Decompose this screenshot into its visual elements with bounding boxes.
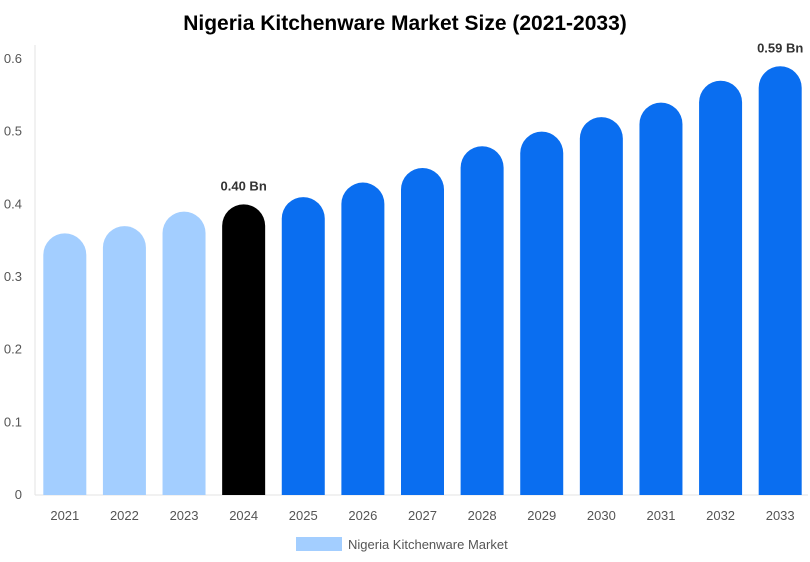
x-tick-label: 2021 bbox=[50, 508, 79, 523]
chart-title: Nigeria Kitchenware Market Size (2021-20… bbox=[183, 12, 627, 35]
x-tick-label: 2024 bbox=[229, 508, 258, 523]
y-tick-label: 0.2 bbox=[4, 342, 22, 357]
x-tick-label: 2033 bbox=[766, 508, 795, 523]
x-tick-label: 2029 bbox=[527, 508, 556, 523]
x-tick-label: 2025 bbox=[289, 508, 318, 523]
y-tick-label: 0.6 bbox=[4, 51, 22, 66]
y-tick-label: 0.4 bbox=[4, 196, 22, 211]
bar-2024 bbox=[222, 204, 266, 496]
x-tick-label: 2031 bbox=[647, 508, 676, 523]
bar-2025 bbox=[281, 197, 325, 496]
bar-2028 bbox=[460, 146, 504, 495]
x-tick-label: 2023 bbox=[170, 508, 199, 523]
x-tick-label: 2032 bbox=[706, 508, 735, 523]
y-axis-ticks: 0 0.1 0.2 0.3 0.4 0.5 0.6 bbox=[4, 51, 22, 502]
legend: Nigeria Kitchenware Market bbox=[296, 537, 508, 552]
bars bbox=[43, 66, 802, 496]
bar-2027 bbox=[401, 168, 444, 495]
bar-2033 bbox=[758, 66, 802, 495]
bar-2031 bbox=[639, 102, 683, 495]
x-tick-label: 2026 bbox=[348, 508, 377, 523]
legend-label: Nigeria Kitchenware Market bbox=[348, 537, 508, 552]
x-tick-label: 2028 bbox=[468, 508, 497, 523]
bar-2030 bbox=[579, 117, 623, 495]
data-label-2024: 0.40 Bn bbox=[221, 178, 267, 193]
bar-2026 bbox=[341, 182, 385, 496]
x-tick-label: 2022 bbox=[110, 508, 139, 523]
data-label-2033: 0.59 Bn bbox=[757, 40, 803, 55]
x-axis-ticks: 2021 2022 2023 2024 2025 2026 2027 2028 2029 2030… bbox=[50, 508, 794, 523]
bar-2022 bbox=[102, 226, 146, 496]
legend-swatch bbox=[296, 537, 342, 551]
bar-2023 bbox=[162, 211, 206, 495]
data-labels: 0.40 Bn 0.59 Bn bbox=[221, 40, 804, 193]
y-tick-label: 0 bbox=[15, 487, 22, 502]
x-tick-label: 2030 bbox=[587, 508, 616, 523]
bar-2029 bbox=[520, 131, 564, 495]
x-tick-label: 2027 bbox=[408, 508, 437, 523]
bar-2032 bbox=[699, 80, 743, 496]
y-tick-label: 0.1 bbox=[4, 414, 22, 429]
y-tick-label: 0.3 bbox=[4, 269, 22, 284]
bar-2021 bbox=[43, 233, 87, 495]
y-tick-label: 0.5 bbox=[4, 124, 22, 139]
